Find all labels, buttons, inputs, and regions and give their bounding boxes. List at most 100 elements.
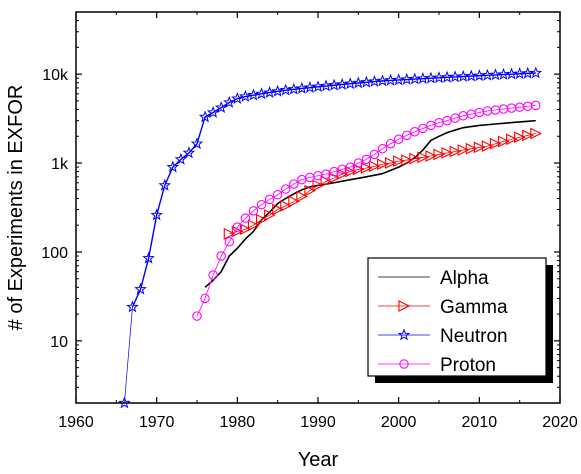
legend-marker (397, 328, 411, 341)
data-point (223, 227, 236, 240)
data-point (192, 311, 202, 321)
data-point (401, 154, 413, 166)
legend: Alpha Gamma Neutron Proton (367, 257, 553, 383)
data-point (239, 223, 252, 236)
y-tick-label: 1k (51, 156, 69, 173)
data-point (190, 137, 204, 150)
data-point (529, 66, 543, 79)
data-point (208, 270, 218, 280)
data-point (142, 251, 155, 264)
legend-item-alpha: Alpha (378, 268, 489, 289)
x-tick-label: 1990 (300, 414, 336, 431)
series-line-lead (124, 307, 133, 404)
data-point (272, 189, 283, 200)
data-point (426, 120, 436, 131)
data-point (280, 184, 291, 194)
data-point (514, 131, 526, 144)
data-point (232, 222, 243, 232)
x-tick-label: 2000 (381, 414, 417, 431)
data-point (280, 199, 292, 212)
legend-box (367, 257, 547, 377)
data-point (248, 206, 259, 216)
data-point (473, 141, 486, 154)
data-point (247, 88, 260, 101)
data-point (481, 140, 494, 153)
data-point (198, 110, 212, 123)
data-point (231, 92, 244, 105)
data-point (369, 149, 380, 160)
x-tick-label: 1960 (58, 414, 94, 431)
data-point (441, 147, 454, 159)
data-point (377, 143, 388, 154)
data-point (264, 194, 275, 205)
data-point (506, 133, 518, 146)
data-point (231, 225, 244, 238)
y-tick-label: 10k (42, 67, 69, 84)
data-point (409, 152, 422, 165)
data-point (304, 184, 317, 197)
series-neutron (118, 66, 543, 409)
data-point (289, 179, 299, 189)
data-point (126, 300, 139, 313)
data-point (361, 154, 372, 165)
data-point (288, 195, 301, 208)
x-axis-title: Year (298, 449, 339, 471)
legend-item-neutron: Neutron (378, 326, 508, 347)
data-point (353, 158, 364, 168)
data-point (150, 208, 163, 221)
data-point (134, 282, 147, 295)
data-point (182, 146, 196, 159)
series-line (196, 105, 536, 317)
series-layer (118, 66, 543, 409)
data-point (224, 237, 235, 247)
data-point (360, 162, 373, 174)
data-point (200, 293, 210, 304)
data-point (312, 179, 325, 192)
data-point (531, 100, 541, 111)
legend-label: Proton (440, 355, 496, 376)
x-tick-label: 2020 (542, 414, 578, 431)
y-tick-label: 100 (41, 245, 68, 262)
data-point (296, 190, 309, 203)
data-point (425, 150, 438, 162)
data-point (401, 130, 412, 141)
ticks-layer: 1960 1970 1980 1990 2000 2010 2020 10 100 1k 10k (41, 12, 578, 431)
legend-marker (398, 300, 411, 312)
data-point (240, 213, 251, 223)
y-tick-label: 10 (50, 334, 68, 351)
data-point (449, 145, 462, 158)
legend-item-proton: Proton (378, 355, 496, 376)
legend-item-gamma: Gamma (378, 297, 508, 318)
data-point (457, 144, 470, 156)
data-point (216, 251, 226, 261)
data-point (530, 127, 543, 140)
legend-label: Neutron (440, 326, 508, 347)
data-point (320, 175, 333, 188)
data-point (368, 160, 381, 173)
data-point (255, 87, 268, 100)
series-line (204, 119, 536, 288)
y-axis-title: # of Experiments in EXFOR (5, 85, 27, 331)
series-gamma (223, 127, 543, 240)
series-proton (192, 100, 541, 321)
data-point (174, 152, 188, 165)
data-point (247, 219, 260, 232)
data-point (239, 89, 252, 102)
data-point (385, 138, 396, 149)
data-point (393, 134, 404, 145)
legend-label: Alpha (440, 268, 489, 289)
x-tick-label: 2010 (462, 414, 498, 431)
data-point (158, 178, 172, 191)
x-tick-label: 1970 (139, 414, 175, 431)
data-point (417, 151, 430, 164)
data-point (272, 203, 284, 216)
legend-items: Alpha Gamma Neutron Proton (378, 268, 508, 376)
data-point (222, 95, 236, 108)
data-point (166, 160, 180, 173)
data-point (433, 148, 446, 161)
data-point (256, 199, 267, 210)
data-point (418, 123, 428, 134)
data-point (489, 137, 502, 150)
data-point (410, 126, 420, 137)
